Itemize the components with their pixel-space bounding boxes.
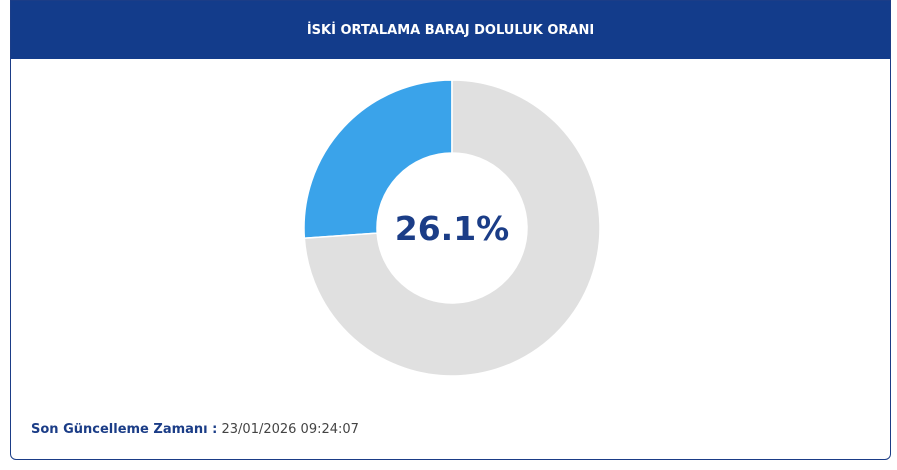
donut-segment [303, 79, 453, 240]
card: İSKİ ORTALAMA BARAJ DOLULUK ORANI Son Gü… [10, 0, 891, 460]
update-time: 23/01/2026 09:24:07 [221, 422, 359, 437]
donut-segment [303, 79, 601, 377]
footer: Son Güncelleme Zamanı : 23/01/2026 09:24… [31, 422, 359, 437]
update-label: Son Güncelleme Zamanı : [31, 422, 218, 437]
header: İSKİ ORTALAMA BARAJ DOLULUK ORANI [11, 1, 890, 59]
center-value-label: 26.1% [395, 209, 510, 248]
chart-title: İSKİ ORTALAMA BARAJ DOLULUK ORANI [306, 22, 595, 38]
